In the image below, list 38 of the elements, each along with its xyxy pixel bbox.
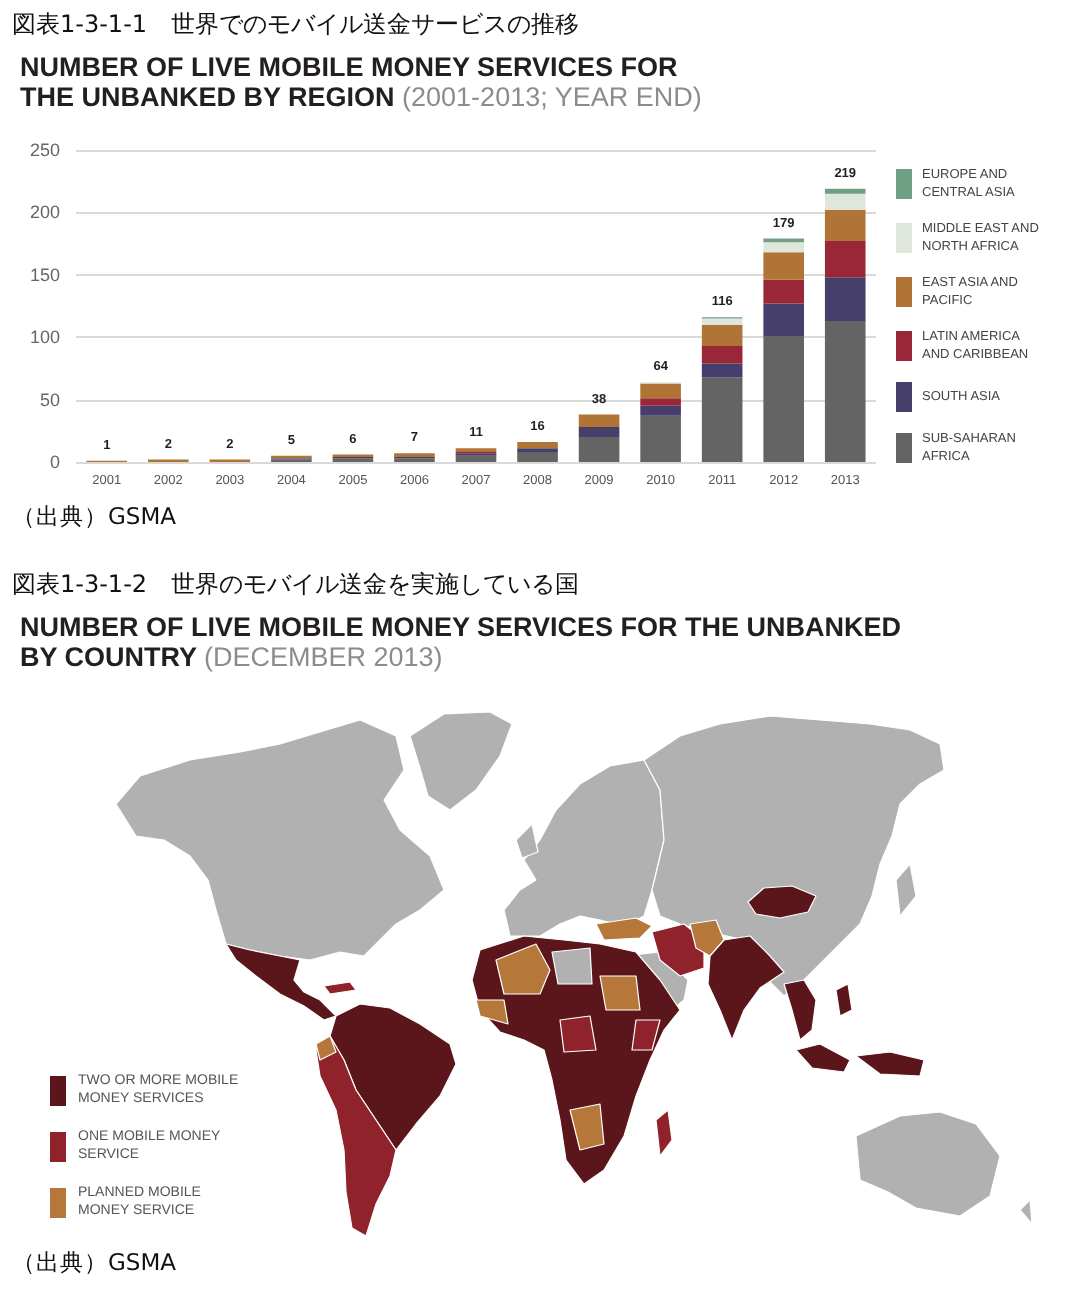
bar xyxy=(763,303,804,336)
bar xyxy=(763,252,804,280)
chart-title: 図表1-3-1-1 世界でのモバイル送金サービスの推移 xyxy=(12,8,580,42)
bar xyxy=(824,188,866,194)
bar xyxy=(640,383,681,399)
bar xyxy=(455,455,497,462)
bar xyxy=(701,324,743,346)
y-tick-label: 200 xyxy=(29,202,60,223)
text: （出典）GSMA xyxy=(12,1248,177,1278)
text: NUMBER OF LIVE MOBILE MONEY SERVICES FOR THE UNBANKED BY COUNTRY (DECEMBER 2013) xyxy=(20,612,902,672)
y-tick-label: 100 xyxy=(29,327,60,348)
bar xyxy=(640,405,681,416)
bar xyxy=(824,193,866,210)
bar xyxy=(824,241,866,278)
bar xyxy=(824,320,866,462)
bar xyxy=(701,377,743,462)
bar xyxy=(763,279,804,304)
bar xyxy=(517,442,558,449)
bar xyxy=(640,398,681,406)
bar xyxy=(578,414,620,428)
text: 図表1-3-1-2 世界のモバイル送金を実施している国 xyxy=(12,568,580,602)
y-tick-label: 50 xyxy=(39,389,60,410)
bar xyxy=(701,318,743,325)
bar xyxy=(578,437,620,462)
text: （出典）GSMA xyxy=(12,502,177,532)
bar xyxy=(824,209,866,242)
y-tick-label: 150 xyxy=(29,264,60,285)
y-tick-label: 0 xyxy=(49,452,60,472)
bar xyxy=(824,277,866,321)
bar xyxy=(517,452,558,462)
y-tick-label: 250 xyxy=(29,140,60,160)
bar xyxy=(701,363,743,378)
bar xyxy=(763,335,804,462)
bar xyxy=(578,427,620,438)
bar xyxy=(640,415,681,462)
bar xyxy=(763,242,804,253)
chart-subtitle: NUMBER OF LIVE MOBILE MONEY SERVICES FOR THE UNBANKED BY REGION (2001-2013; YEAR END) xyxy=(20,52,702,112)
bar xyxy=(701,345,743,364)
